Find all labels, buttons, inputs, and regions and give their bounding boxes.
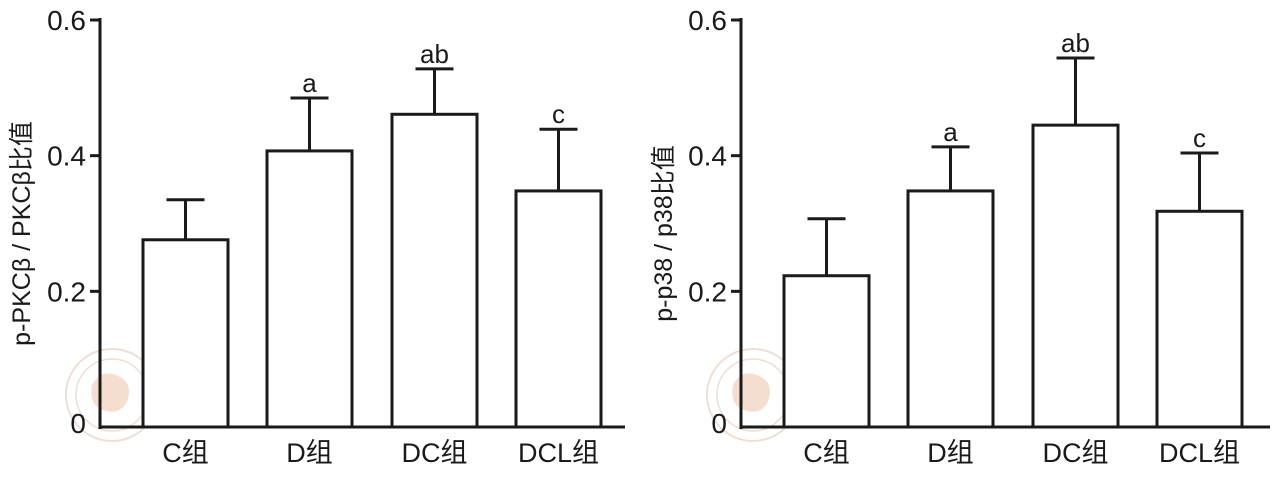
significance-label: a — [302, 68, 317, 98]
x-tick-label: C组 — [162, 438, 209, 468]
bar-DCL组 — [514, 189, 603, 429]
y-tick-label: 0.2 — [688, 276, 727, 307]
y-tick-label: 0.6 — [47, 5, 86, 36]
y-tick-label: 0 — [711, 408, 727, 439]
x-tick-label: DC组 — [1043, 438, 1109, 468]
bar-DC组 — [390, 112, 479, 429]
significance-label: ab — [420, 39, 449, 69]
bar-DC组 — [1031, 123, 1120, 429]
bar-D组 — [265, 149, 354, 429]
chart-panel-2: 0 0.2 0.4 0.6 p-p38 / p38比值 C组 a D组 ab DC组 c DCL组 — [650, 5, 1270, 468]
x-tick-label: DC组 — [402, 438, 468, 468]
bar-D组 — [906, 189, 995, 429]
y-tick-label: 0.4 — [688, 141, 727, 172]
significance-label: c — [552, 99, 565, 129]
x-tick-label: D组 — [927, 438, 974, 468]
bar-DCL组 — [1155, 209, 1244, 429]
bar-C组 — [782, 274, 871, 429]
significance-label: ab — [1061, 28, 1090, 58]
x-tick-label: C组 — [803, 438, 850, 468]
y-axis-label: p-p38 / p38比值 — [650, 145, 678, 322]
y-tick-label: 0.4 — [47, 141, 86, 172]
y-tick-label: 0.6 — [688, 5, 727, 36]
bar-C组 — [141, 238, 230, 429]
x-tick-label: DCL组 — [518, 438, 599, 468]
significance-label: c — [1193, 123, 1206, 153]
chart-panel-1: 0 0.2 0.4 0.6 p-PKCβ / PKCβ比值 C组 a D组 ab DC组 c DCL组 — [8, 5, 625, 468]
significance-label: a — [943, 117, 958, 147]
y-tick-label: 0 — [70, 408, 86, 439]
x-tick-label: DCL组 — [1159, 438, 1240, 468]
y-axis-label: p-PKCβ / PKCβ比值 — [8, 121, 36, 346]
x-tick-label: D组 — [286, 438, 333, 468]
y-tick-label: 0.2 — [47, 276, 86, 307]
